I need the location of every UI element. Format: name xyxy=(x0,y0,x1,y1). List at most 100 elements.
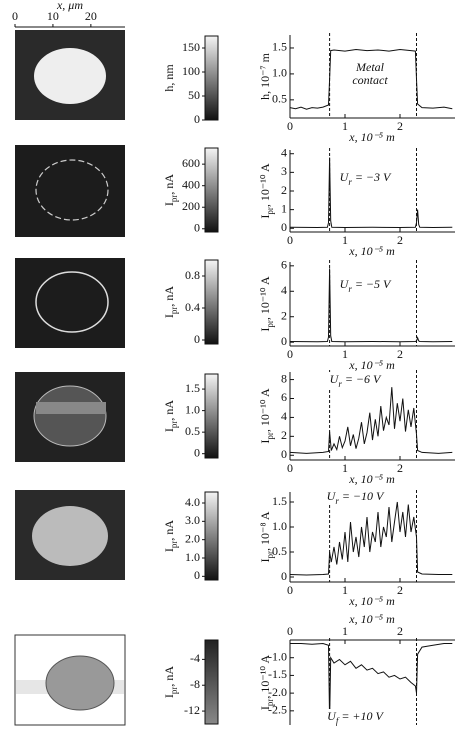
afm-images xyxy=(14,30,126,726)
annotation-bg xyxy=(323,489,387,505)
image-axis-label: x, μm xyxy=(56,0,83,12)
colorbar-label: Ipr, nA xyxy=(162,666,179,699)
current-profile xyxy=(289,501,453,576)
x-axis-label: x, 10⁻⁵ m xyxy=(348,594,395,608)
image-axis-tick-label: 20 xyxy=(85,9,97,23)
colorbar-tick-label: 3.0 xyxy=(185,513,200,527)
colorbar-label-sub: pr xyxy=(169,421,179,429)
x-tick-label: 2 xyxy=(397,461,403,475)
y-axis-label-sub: pr xyxy=(265,320,275,328)
annotation: Metal xyxy=(355,60,385,74)
annotation: Uf = +10 V xyxy=(327,709,384,726)
annotation-rest: = −10 V xyxy=(339,489,385,503)
current-profile xyxy=(290,642,453,722)
colorbar-label: Ipr, nA xyxy=(162,520,179,553)
colorbar-tick-label: 100 xyxy=(182,64,200,78)
colorbar-label: h, nm xyxy=(162,64,176,92)
annotation-base: U xyxy=(327,489,337,503)
annotation-bg xyxy=(323,709,387,725)
y-axis-label-rest: , 10⁻¹⁰ A xyxy=(258,276,272,320)
y-tick-label: -2.5 xyxy=(268,703,287,717)
x-axis-label: x, 10⁻⁵ m xyxy=(348,244,395,258)
y-axis-label: Ipr, 10⁻¹⁰ A xyxy=(258,276,275,332)
colorbar-tick-label: 200 xyxy=(182,199,200,213)
colorbar xyxy=(204,373,219,459)
colorbar xyxy=(204,259,219,345)
colorbar-tick-label: 0.5 xyxy=(185,424,200,438)
colorbar xyxy=(204,147,219,233)
colorbar-tick-label: 1.0 xyxy=(185,550,200,564)
colorbar-tick-label: 4.0 xyxy=(185,495,200,509)
annotation-rest: = −6 V xyxy=(342,372,382,386)
y-axis-label-base: I xyxy=(258,440,272,444)
annotation-bg xyxy=(333,277,397,293)
y-axis-label: Ipr, 10⁻¹⁰ A xyxy=(258,655,275,711)
annotation: Ur = −10 V xyxy=(327,489,385,506)
x-tick-label: 1 xyxy=(342,583,348,597)
y-tick-label: 6 xyxy=(281,258,287,272)
x-tick-label: 2 xyxy=(397,233,403,247)
annotation-sub: f xyxy=(336,716,340,726)
colorbar-tick-label: 0 xyxy=(194,568,200,582)
annotation-base: U xyxy=(340,277,350,291)
y-tick-label: 2 xyxy=(281,183,287,197)
y-axis-label: Ipr, 10⁻⁸ A xyxy=(258,511,275,562)
colorbar-label: Ipr, nA xyxy=(162,174,179,207)
x-tick-label: 2 xyxy=(397,583,403,597)
annotation-sub: r xyxy=(338,379,342,389)
y-tick-label: 3 xyxy=(281,164,287,178)
colorbar-tick-label: 1.0 xyxy=(185,402,200,416)
current-profile xyxy=(289,157,453,229)
colorbar-tick-label: 150 xyxy=(182,40,200,54)
y-tick-label: 1.0 xyxy=(272,519,287,533)
y-axis-label-rest: , 10⁻⁸ A xyxy=(258,511,272,551)
annotation-bg xyxy=(333,170,397,186)
current-profile xyxy=(289,48,453,110)
x-tick-label: 1 xyxy=(342,233,348,247)
annotation: Ur = −3 V xyxy=(340,170,392,187)
y-tick-label: 2 xyxy=(281,308,287,322)
annotation: contact xyxy=(352,73,388,87)
colorbar-tick-label: 0 xyxy=(194,112,200,126)
y-tick-label: -1.5 xyxy=(268,667,287,681)
y-axis-label: h, 10⁻⁷ m xyxy=(258,52,272,100)
colorbar-label-base: I xyxy=(162,548,176,552)
colorbar-label: Ipr, nA xyxy=(162,400,179,433)
annotation-bg xyxy=(323,372,387,388)
colorbar-tick-label: 0 xyxy=(194,445,200,459)
x-tick-label: 0 xyxy=(287,461,293,475)
colorbar-label-sub: pr xyxy=(169,195,179,203)
y-axis-label-base: I xyxy=(258,706,272,710)
x-tick-label: 1 xyxy=(342,347,348,361)
y-tick-label: 4 xyxy=(281,283,287,297)
y-axis-label-sub: pr xyxy=(265,699,275,707)
colorbar xyxy=(204,491,219,581)
current-profile xyxy=(289,387,453,454)
colorbar-tick-label: 50 xyxy=(188,88,200,102)
annotation-base: U xyxy=(330,372,340,386)
x-tick-label: 2 xyxy=(397,347,403,361)
colorbar-label-rest: , nA xyxy=(162,286,176,307)
colorbar-label: Ipr, nA xyxy=(162,286,179,319)
x-tick-label: 0 xyxy=(287,233,293,247)
annotation-rest: = −3 V xyxy=(352,170,392,184)
x-axis-label: x, 10⁻⁵ m xyxy=(348,472,395,486)
colorbar-tick-label: 1.5 xyxy=(185,381,200,395)
y-axis-label-sub: pr xyxy=(265,207,275,215)
x-tick-label: 0 xyxy=(287,347,293,361)
x-tick-label: 0 xyxy=(287,583,293,597)
colorbar-label-sub: pr xyxy=(169,687,179,695)
annotation: Ur = −6 V xyxy=(330,372,382,389)
y-axis-label-rest: , 10⁻¹⁰ A xyxy=(258,388,272,432)
colorbar-label-base: I xyxy=(162,314,176,318)
y-tick-label: 1.0 xyxy=(272,66,287,80)
x-axis-label: x, 10⁻⁵ m xyxy=(348,130,395,144)
annotation-base: U xyxy=(340,170,350,184)
y-tick-label: 1.5 xyxy=(272,40,287,54)
y-tick-label: 4 xyxy=(281,145,287,159)
colorbar-tick-label: -4 xyxy=(190,651,200,665)
y-axis-label-sub: pr xyxy=(265,432,275,440)
annotation-rest: = +10 V xyxy=(338,709,384,723)
colorbar-label-rest: , nA xyxy=(162,174,176,195)
